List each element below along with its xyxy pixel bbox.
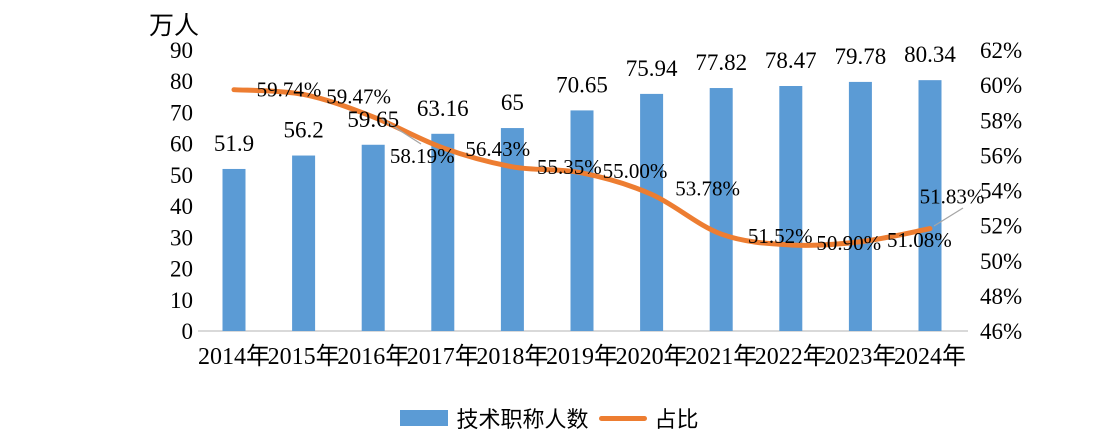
right-axis-tick: 48% [980,284,1022,309]
x-axis-label: 2024年 [894,343,966,370]
right-axis-tick: 62% [980,38,1022,63]
right-axis-tick: 58% [980,108,1022,133]
bar-2018年 [500,128,524,331]
x-axis-label: 2022年 [755,343,827,370]
x-axis-label: 2016年 [337,343,409,370]
legend-item-bars: 技术职称人数 [400,402,589,434]
label-leader-line [381,118,422,145]
bar-value-label: 65 [501,90,524,115]
x-axis-label: 2019年 [546,343,618,370]
line-value-label: 59.74% [257,78,322,102]
right-axis-tick: 50% [980,249,1022,274]
line-value-label: 56.43% [465,137,530,161]
line-value-label: 50.90% [816,231,881,255]
left-axis-tick: 30 [170,225,193,250]
right-axis-tick: 56% [980,143,1022,168]
bar-value-label: 63.16 [417,96,469,121]
left-axis-tick: 0 [182,319,194,344]
x-axis-label: 2021年 [685,343,757,370]
x-axis-label: 2015年 [268,343,340,370]
bar-2021年 [709,88,733,332]
bar-2020年 [640,93,664,332]
right-axis-tick: 54% [980,179,1022,204]
line-value-label: 58.19% [390,144,455,168]
left-axis-tick: 10 [170,288,193,313]
bar-2017年 [431,133,455,331]
bar-value-label: 79.78 [835,44,887,69]
line-value-label: 55.00% [603,159,668,183]
bar-2016年 [361,144,385,331]
left-axis-title: 万人 [149,13,200,40]
bar-2023年 [848,81,872,331]
bar-value-label: 59.65 [347,107,399,132]
line-value-label: 59.47% [326,84,391,108]
line-value-label: 51.83% [920,185,985,209]
right-axis-tick: 52% [980,214,1022,239]
left-axis-tick: 80 [170,69,193,94]
right-axis-tick: 60% [980,73,1022,98]
left-axis-tick: 70 [170,100,193,125]
label-leader-line [933,207,964,227]
bar-value-label: 56.2 [283,118,323,143]
x-axis-label: 2018年 [476,343,548,370]
legend-label: 占比 [654,407,699,432]
bar-value-label: 80.34 [904,42,956,67]
x-axis-label: 2020年 [616,343,688,370]
bar-value-label: 77.82 [695,50,747,75]
legend-label: 技术职称人数 [456,407,589,432]
left-axis-tick: 20 [170,257,193,282]
chart-legend: 技术职称人数 占比 [0,402,1099,434]
bar-value-label: 78.47 [765,48,817,73]
bar-value-label: 70.65 [556,72,608,97]
line-value-label: 51.08% [887,228,952,252]
legend-item-line: 占比 [598,402,699,434]
line-value-label: 53.78% [675,176,740,200]
left-axis-tick: 40 [170,194,193,219]
bar-2015年 [292,155,316,331]
left-axis-tick: 60 [170,132,193,157]
right-axis-tick: 46% [980,319,1022,344]
x-axis-label: 2014年 [198,343,270,370]
x-axis-label: 2023年 [824,343,896,370]
bar-2022年 [779,85,803,331]
bar-2024年 [918,80,942,331]
bar-2014年 [222,168,246,331]
legend-bar-swatch [400,410,449,426]
ratio-line [231,87,933,248]
line-value-label: 51.52% [748,224,813,248]
bar-2019年 [570,110,594,331]
left-axis-tick: 90 [170,38,193,63]
bar-value-label: 75.94 [626,56,678,81]
line-value-label: 55.35% [537,155,602,179]
x-axis-label: 2017年 [407,343,479,370]
left-axis-tick: 50 [170,163,193,188]
bar-value-label: 51.9 [214,131,254,156]
legend-line-swatch [598,415,647,421]
